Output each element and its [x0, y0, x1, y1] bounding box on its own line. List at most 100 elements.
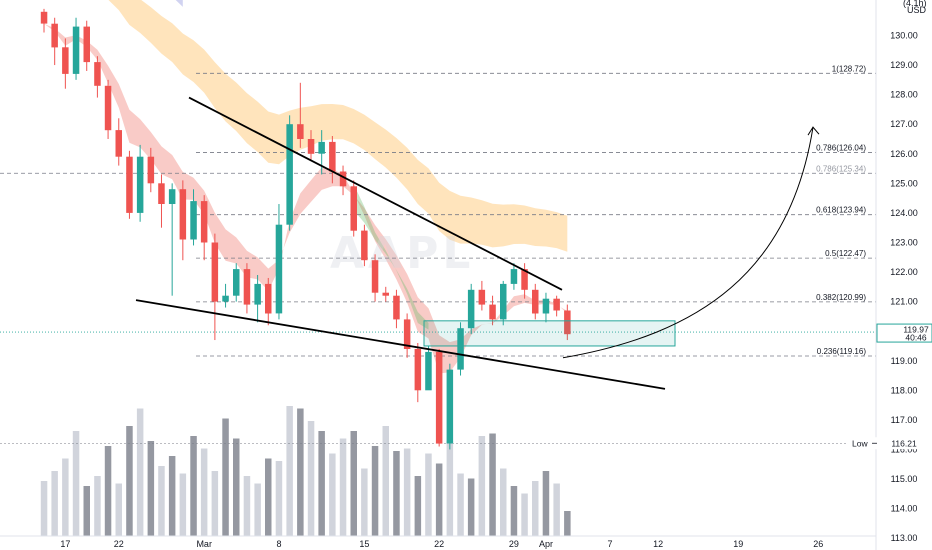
y-tick-label: 123.00 [890, 237, 918, 247]
volume-bar [265, 458, 272, 536]
volume-bar [457, 473, 464, 536]
candle-body [478, 289, 486, 305]
last-price-label: 119.97 [903, 325, 929, 335]
candle-body [457, 328, 464, 370]
candle-body [542, 298, 550, 314]
y-tick-label: 115.00 [891, 474, 918, 484]
fib-label: 0.786(126.04) [816, 144, 866, 153]
candle-body [265, 283, 272, 314]
volume-bar [222, 418, 229, 536]
volume-bar [542, 471, 550, 536]
volume-bar [403, 448, 411, 536]
y-axis-background [876, 0, 932, 550]
volume-bar [286, 406, 293, 536]
candle-body [104, 85, 112, 131]
volume-bar [168, 456, 176, 536]
fib-label: 0.5(122.47) [825, 249, 866, 258]
candle-body [94, 62, 101, 86]
candle-body [115, 130, 122, 157]
y-tick-label: 114.00 [891, 504, 918, 514]
y-tick-label: 126.00 [890, 149, 918, 159]
y-tick-label: 128.00 [890, 90, 918, 100]
x-tick-label: Apr [539, 539, 553, 549]
volume-bar [243, 476, 251, 536]
x-axis[interactable]: 17 22 Mar 8 15 22 29 Apr 7 12 19 26 [0, 535, 876, 549]
chart-drawings[interactable] [135, 96, 820, 390]
volume-bar [446, 441, 454, 536]
volume-bar [393, 451, 400, 536]
candle-body [489, 304, 496, 320]
x-tick-label: 7 [608, 539, 613, 549]
x-tick-label: 19 [733, 539, 743, 549]
fib-label: 0.786(125.34) [816, 164, 866, 173]
symbol-watermark: AAPL [330, 228, 474, 279]
currency-label: USD [907, 5, 927, 15]
volume-bar [147, 441, 155, 536]
volume-bar [104, 446, 112, 536]
candle-body [286, 124, 293, 225]
candle-body [297, 124, 304, 139]
last-price-tag[interactable] [876, 323, 932, 343]
candle-body [500, 283, 507, 320]
y-tick-label: 117.00 [891, 415, 918, 425]
candle-body [200, 201, 208, 243]
candle-body [521, 269, 528, 290]
y-tick-label: 119.00 [891, 356, 918, 366]
low-label: Low [852, 438, 868, 448]
candle-body [72, 26, 80, 74]
volume-bar [339, 438, 347, 536]
candle-body [329, 141, 336, 172]
volume-bar [564, 511, 571, 536]
volume-bar [94, 476, 101, 536]
volume-bar [254, 483, 261, 536]
volume-bar [318, 431, 325, 536]
support-zone[interactable] [423, 320, 676, 347]
volume-bar [275, 461, 283, 536]
candle-body [414, 348, 422, 391]
candle-body [553, 298, 560, 311]
candle-body [83, 26, 90, 63]
candle-body [350, 186, 357, 231]
candle-body [510, 269, 518, 284]
lower-trendline[interactable] [135, 299, 666, 390]
currency-prefix: (4.1h) [903, 0, 927, 8]
candle-body [40, 11, 48, 24]
candle-body [179, 189, 187, 240]
fib-label: 0.618(123.94) [816, 206, 866, 215]
volume-bar [329, 453, 336, 536]
volume-bar [115, 483, 122, 536]
candle-body [361, 230, 368, 261]
x-tick-label: 15 [359, 539, 369, 549]
candle-body [318, 141, 325, 154]
upper-trendline[interactable] [188, 96, 563, 291]
volume-bar [307, 421, 315, 536]
volume-bar [40, 481, 48, 536]
candle-body [222, 295, 229, 302]
candle-body [126, 156, 133, 213]
arrow-head-icon [807, 126, 820, 136]
volume-bar [382, 426, 389, 536]
y-tick-label: 116.00 [891, 444, 918, 454]
projection-arrow[interactable] [562, 127, 814, 359]
x-tick-label: 22 [434, 539, 444, 549]
y-tick-label: 113.00 [891, 533, 918, 543]
candle-body [190, 201, 197, 240]
candle-body [62, 47, 69, 74]
y-tick-label: 122.00 [890, 267, 918, 277]
low-tag [846, 437, 930, 450]
candle-body [158, 183, 165, 204]
low-value: 116.21 [891, 438, 917, 448]
y-tick-label: 127.00 [890, 119, 918, 129]
volume-bar [435, 463, 443, 536]
x-tick-label: 22 [114, 539, 124, 549]
volume-bar [553, 483, 560, 536]
volume-bar [200, 448, 208, 536]
candle-body [168, 189, 176, 204]
y-axis[interactable]: (4.1h) USD 113.00 114.00 115.00 116.00 117.0… [846, 0, 932, 550]
y-tick-label: 125.00 [890, 178, 918, 188]
x-tick-label: Mar [196, 539, 212, 549]
volume-bar [83, 486, 90, 536]
candle-body [371, 260, 379, 293]
cloud-orange [108, 0, 568, 252]
